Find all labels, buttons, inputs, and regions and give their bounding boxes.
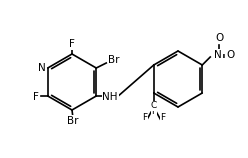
- Text: F: F: [151, 107, 156, 116]
- Text: Br: Br: [108, 55, 120, 65]
- Text: N: N: [214, 50, 222, 60]
- Text: N: N: [38, 63, 46, 73]
- Text: C: C: [151, 101, 157, 110]
- Text: O: O: [226, 50, 234, 60]
- Text: F: F: [160, 112, 165, 122]
- Text: NH: NH: [102, 92, 118, 102]
- Text: O: O: [215, 33, 223, 43]
- Text: Br: Br: [67, 116, 79, 126]
- Text: F: F: [33, 92, 39, 102]
- Text: F: F: [69, 39, 75, 49]
- Text: F: F: [142, 112, 147, 122]
